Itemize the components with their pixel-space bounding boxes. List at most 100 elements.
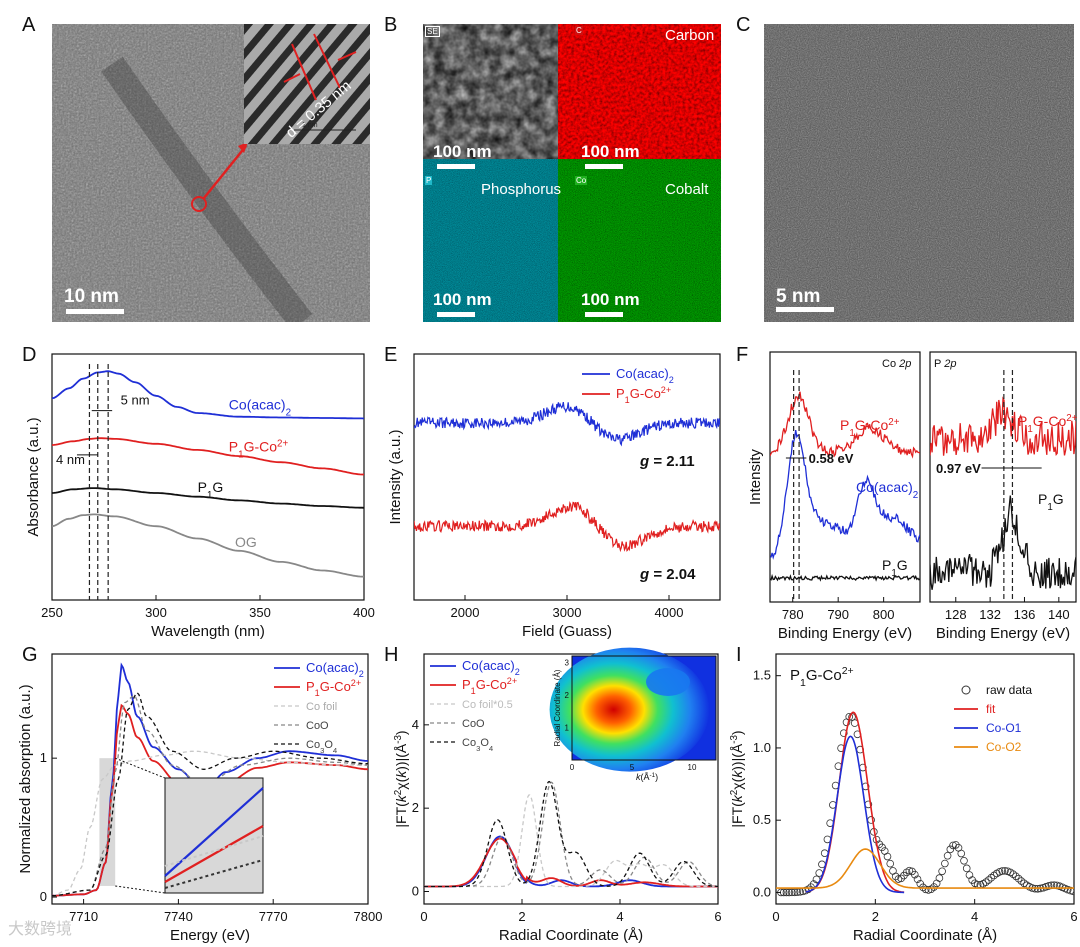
chart-i-raw-point <box>1012 872 1020 881</box>
chart-i-raw-point <box>982 878 990 886</box>
scale-bar-co-label: 100 nm <box>581 290 640 309</box>
chart-d-series-label-1: P1G-Co2+ <box>229 438 289 460</box>
chart-h-inset-ylabel: Radial Coordinate (Å) <box>553 669 562 746</box>
chart-h-inset-xtick: 10 <box>688 763 697 772</box>
chart-i-legend-label-3: Co-O2 <box>986 740 1022 754</box>
chart-f-frame-1 <box>929 351 1077 603</box>
chart-i-x-tick-label: 6 <box>1070 909 1077 924</box>
chart-d-x-tick-label: 350 <box>249 605 271 620</box>
chart-h-inset-xtick: 5 <box>630 763 635 772</box>
haadf-image-c: 5 nm <box>764 24 1074 322</box>
chart-h-inset-ytick: 3 <box>565 659 570 668</box>
chart-i-raw-point <box>935 874 944 882</box>
chart-i-raw-point <box>894 875 903 883</box>
panel-label-h: H <box>384 644 399 666</box>
chart-i-raw-point <box>1001 866 1009 875</box>
panel-label-a: A <box>22 14 36 36</box>
chart-i-raw-point <box>990 871 998 880</box>
chart-e-g-value-1: g = 2.04 <box>639 566 696 583</box>
chart-g-legend-label-2: Co foil <box>306 701 337 713</box>
chart-g-inset-blue <box>164 787 264 877</box>
chart-d-x-tick-label: 300 <box>145 605 167 620</box>
chart-d-x-tick-label: 250 <box>41 605 63 620</box>
chart-i-raw-point <box>960 857 968 865</box>
chart-i-raw-point <box>949 841 957 850</box>
chart-h-legend-label-2: Co foil*0.5 <box>462 699 513 711</box>
chart-i-raw-point <box>946 845 955 854</box>
chart-i-raw-point <box>897 874 905 883</box>
chart-f-x1-tick-label: 136 <box>1014 607 1036 622</box>
chart-h-inset-xtick: 0 <box>570 763 575 772</box>
chart-i-frame <box>775 653 1075 905</box>
chart-e-xlabel: Field (Guass) <box>522 623 612 640</box>
lattice-inset: 1 nm d = 0.35 nm <box>244 24 370 144</box>
chart-h-x-tick-label: 2 <box>518 909 525 924</box>
chart-f-line-0-2 <box>770 573 920 582</box>
chart-g-x-tick-label: 7770 <box>259 909 288 924</box>
chart-f-label-p1gco-p: P1G-Co2+ <box>1018 413 1078 435</box>
chart-e-x-tick-label: 3000 <box>553 605 582 620</box>
chart-f-x0-tick-label: 780 <box>782 607 804 622</box>
chart-i-x-tick-label: 0 <box>772 909 779 924</box>
chart-i-y-tick-label: 0.0 <box>753 884 771 899</box>
chart-d-x-tick-label: 400 <box>353 605 375 620</box>
scale-bar-c <box>776 307 834 312</box>
chart-h-y-tick-label: 0 <box>412 884 419 899</box>
chart-g-ylabel: Normalized absorption (a.u.) <box>17 684 34 873</box>
chart-h-inset-ytick: 2 <box>565 691 570 700</box>
chart-i-raw-point <box>839 729 848 737</box>
chart-f-shift-0: 0.58 eV <box>809 451 854 466</box>
chart-h-frame <box>423 653 719 905</box>
panel-label-d: D <box>22 344 37 366</box>
chart-i-raw-point <box>962 864 971 873</box>
chart-i-line-3 <box>776 848 1074 889</box>
panel-label-e: E <box>384 344 398 366</box>
chart-i-line-2 <box>805 735 905 894</box>
selection-circle <box>191 196 207 212</box>
chart-g-inset-link-top <box>115 757 166 779</box>
chart-g-y-tick-label: 0 <box>40 889 47 904</box>
chart-f-line-0-1 <box>770 429 920 560</box>
chart-d-annotation-5nm: 5 nm <box>121 393 150 408</box>
chart-i-title: P1G-Co2+ <box>790 665 854 689</box>
chart-f-xlabel-1: Binding Energy (eV) <box>936 625 1070 642</box>
chart-g-line-2 <box>52 750 368 897</box>
scale-bar-p-label: 100 nm <box>433 290 492 309</box>
chart-g-x-tick-label: 7710 <box>69 909 98 924</box>
chart-i-raw-point <box>886 859 895 868</box>
chart-e-legend-label-1: P1G-Co2+ <box>616 385 671 405</box>
chart-i-raw-point <box>788 888 796 897</box>
panel-label-g: G <box>22 644 38 666</box>
chart-i-raw-point <box>927 885 936 894</box>
tem-image-a: 1 nm d = 0.35 nm 10 nm <box>52 24 370 322</box>
chart-d-line-3 <box>52 513 364 578</box>
chart-h-xlabel: Radial Coordinate (Å) <box>499 927 643 944</box>
chart-h-inset-xlabel: k(Å-1) <box>636 772 658 783</box>
chart-i-raw-point <box>913 875 922 884</box>
chart-i-raw-point <box>941 859 949 868</box>
pointer-arrow <box>203 145 247 199</box>
chart-f-label-coacac: Co(acac)2 <box>856 479 918 501</box>
chart-i-legend-label-0: raw data <box>986 683 1032 697</box>
chart-i-raw-point <box>998 867 1007 875</box>
chart-g-line-4 <box>52 692 368 897</box>
chart-i-raw-point <box>943 851 952 860</box>
chart-g-inset-gray <box>164 835 264 867</box>
scale-bar-a <box>66 309 124 314</box>
chart-i-raw-point <box>921 885 930 894</box>
chart-i-y-tick-label: 0.5 <box>753 812 771 827</box>
chart-d-annotation-4nm: 4 nm <box>56 452 85 467</box>
scale-bar-a-label: 10 nm <box>64 286 119 307</box>
chart-e-x-tick-label: 4000 <box>655 605 684 620</box>
panel-label-f: F <box>736 344 749 366</box>
tile-tag-se: SE <box>425 26 440 37</box>
chart-e-g-value-0: g = 2.11 <box>639 453 695 470</box>
chart-g-inset-red <box>164 825 264 883</box>
chart-f-label-p1g-p: P1G <box>1038 491 1064 513</box>
chart-h-line-4 <box>424 780 718 888</box>
chart-i-x-tick-label: 2 <box>872 909 879 924</box>
chart-f-ylabel: Intensity <box>747 449 764 505</box>
chart-i-raw-point <box>1009 870 1017 878</box>
chart-g-legend-label-0: Co(acac)2 <box>306 660 364 679</box>
